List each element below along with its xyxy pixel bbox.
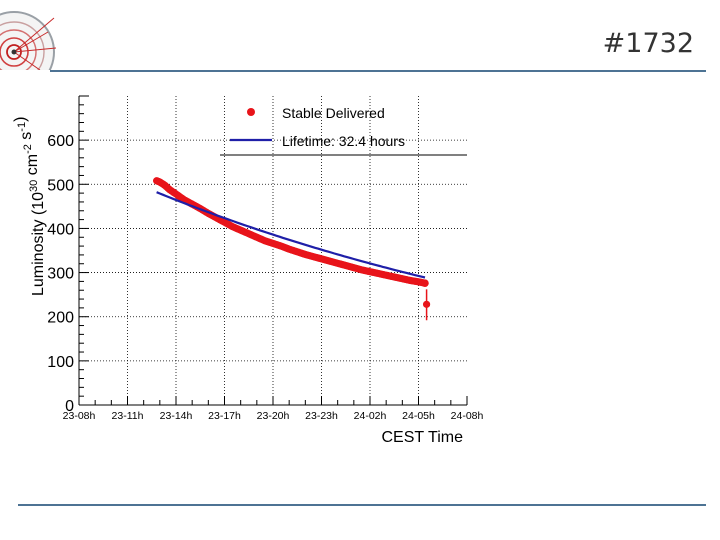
y-tick-label: 200 bbox=[47, 310, 74, 327]
y-tick-label: 100 bbox=[47, 354, 74, 371]
footer-divider bbox=[18, 504, 706, 506]
data-point bbox=[421, 279, 429, 287]
y-tick-label: 0 bbox=[65, 398, 74, 415]
x-tick-label: 23-08h bbox=[63, 410, 96, 422]
collision-event-display-icon bbox=[0, 11, 57, 70]
header-divider bbox=[50, 70, 706, 72]
x-tick-label: 23-17h bbox=[208, 410, 241, 422]
y-tick-label: 500 bbox=[47, 177, 74, 194]
legend-label-lifetime: Lifetime: 32.4 hours bbox=[282, 133, 405, 149]
slide-title: #1732 bbox=[602, 28, 694, 59]
y-tick-label: 300 bbox=[47, 266, 74, 283]
x-tick-label: 23-11h bbox=[112, 410, 144, 422]
legend-label-delivered: Stable Delivered bbox=[282, 105, 385, 121]
y-tick-label: 400 bbox=[47, 221, 74, 238]
x-tick-label: 24-08h bbox=[451, 410, 484, 422]
lifetime-fit-line bbox=[156, 191, 426, 279]
x-tick-label: 24-02h bbox=[354, 410, 387, 422]
y-tick-label: 600 bbox=[47, 133, 74, 150]
outlier-point bbox=[422, 300, 431, 308]
x-tick-label: 24-05h bbox=[402, 410, 435, 422]
x-tick-label: 23-14h bbox=[160, 410, 193, 422]
legend-marker bbox=[247, 108, 255, 116]
legend: Stable Delivered Lifetime: 32.4 hours bbox=[220, 105, 467, 156]
grid bbox=[79, 96, 467, 405]
y-axis-title: Luminosity (1030 cm-2 s-1) bbox=[12, 117, 47, 296]
x-tick-label: 23-23h bbox=[305, 410, 338, 422]
x-tick-label: 23-20h bbox=[257, 410, 290, 422]
x-axis-title: CEST Time bbox=[382, 429, 464, 446]
